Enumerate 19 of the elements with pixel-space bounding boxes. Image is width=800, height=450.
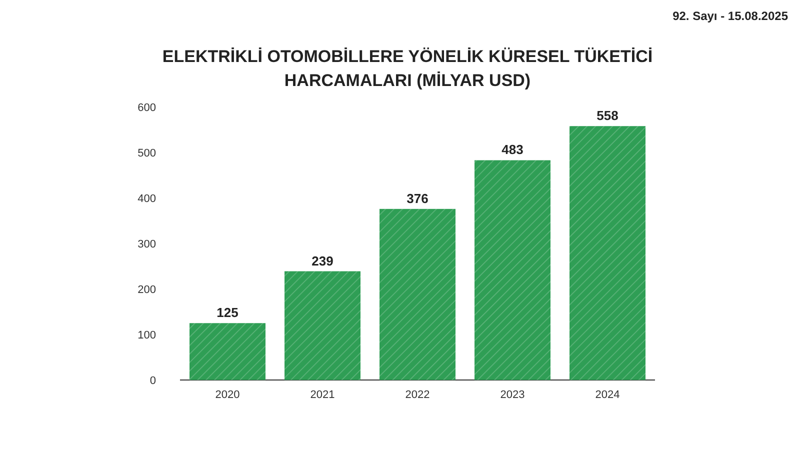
x-tick-label: 2021 xyxy=(310,389,335,401)
y-tick-label: 300 xyxy=(138,238,156,250)
data-label: 125 xyxy=(216,305,238,320)
x-tick-label: 2020 xyxy=(215,389,240,401)
x-tick-label: 2024 xyxy=(595,389,620,401)
y-tick-label: 200 xyxy=(138,284,156,296)
x-tick-label: 2023 xyxy=(500,389,525,401)
y-tick-label: 0 xyxy=(150,374,156,387)
data-label: 376 xyxy=(406,190,428,206)
y-tick-label: 400 xyxy=(138,192,156,205)
data-label: 239 xyxy=(312,253,334,268)
y-tick-label: 100 xyxy=(138,329,156,342)
text: 92. Sayı - 15.08.2025 xyxy=(672,9,788,23)
data-label: 558 xyxy=(596,108,618,124)
y-tick-label: 500 xyxy=(138,147,156,160)
chart-title: ELEKTRİKLİ OTOMOBİLLERE YÖNELİK KÜRESEL TÜKETİCİ HARCAMALARI (MİLYAR USD) xyxy=(162,47,653,90)
data-label: 483 xyxy=(502,142,524,158)
x-tick-label: 2022 xyxy=(405,389,430,401)
y-tick-label: 600 xyxy=(138,102,156,114)
